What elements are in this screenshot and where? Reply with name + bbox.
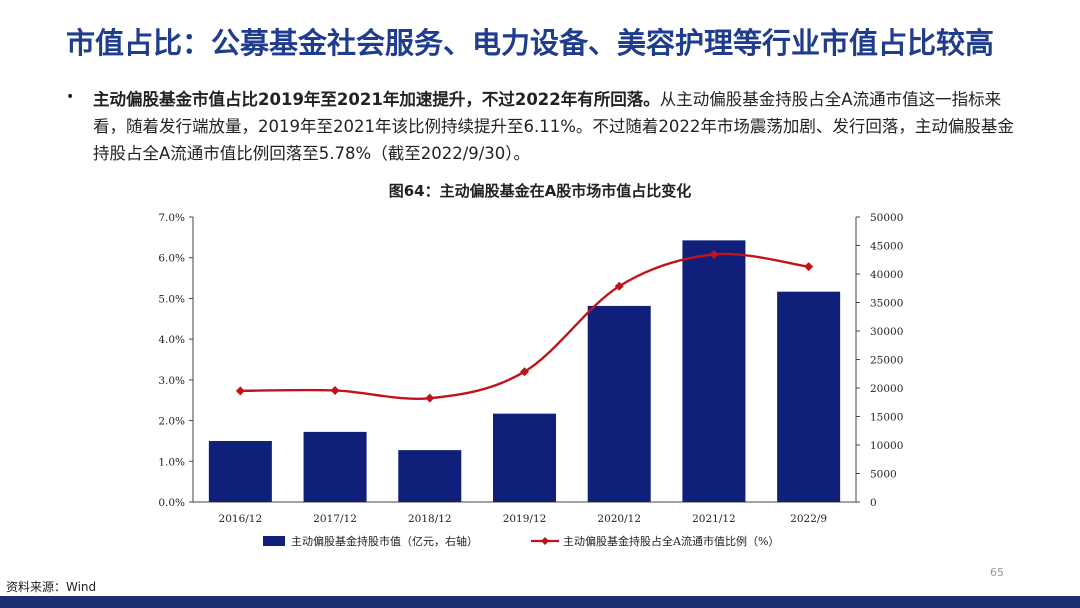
bar <box>682 240 746 502</box>
y-right-tick-label: 30000 <box>870 326 903 338</box>
y-right-tick-label: 5000 <box>870 469 897 481</box>
y-left-tick-label: 6.0% <box>158 253 185 265</box>
y-left-tick-label: 7.0% <box>158 212 185 224</box>
x-tick-label: 2019/12 <box>503 513 547 525</box>
y-right-tick-label: 50000 <box>870 212 903 224</box>
chart-legend: 主动偏股基金持股市值（亿元，右轴） 主动偏股基金持股占全A流通市值比例（%） <box>263 534 779 548</box>
y-left-tick-label: 4.0% <box>158 334 185 346</box>
x-tick-label: 2021/12 <box>692 513 736 525</box>
y-right-tick-label: 40000 <box>870 269 903 281</box>
bullet-lead: 主动偏股基金市值占比2019年至2021年加速提升，不过2022年有所回落。 <box>93 90 660 109</box>
y-right-tick-label: 10000 <box>870 440 903 452</box>
x-tick-label: 2018/12 <box>408 513 452 525</box>
legend-bar-label: 主动偏股基金持股市值（亿元，右轴） <box>291 534 478 548</box>
source-note: 资料来源：Wind <box>6 580 97 594</box>
line-point <box>425 393 435 403</box>
bar <box>208 441 272 502</box>
x-tick-label: 2020/12 <box>597 513 641 525</box>
bullet-paragraph: 主动偏股基金市值占比2019年至2021年加速提升，不过2022年有所回落。从主… <box>93 86 1028 167</box>
x-tick-label: 2022/9 <box>790 513 827 525</box>
bar <box>493 413 556 502</box>
page-number: 65 <box>990 566 1004 579</box>
line-point <box>235 386 245 396</box>
y-left-tick-label: 3.0% <box>158 375 185 387</box>
bullet-body: 从主动偏股基金持股占全A流通市值这一指标来看，随着发行端放量，2019年至202… <box>93 90 1014 163</box>
chart-title: 图64：主动偏股基金在A股市场市值占比变化 <box>388 182 692 200</box>
bar <box>777 291 841 502</box>
bullet-dot-icon: • <box>66 89 75 105</box>
bar <box>398 450 462 502</box>
page-title: 市值占比：公募基金社会服务、电力设备、美容护理等行业市值占比较高 <box>66 26 995 60</box>
line-point <box>804 262 814 272</box>
bar <box>303 431 367 502</box>
y-left-tick-label: 5.0% <box>158 293 185 305</box>
y-right-tick-label: 25000 <box>870 355 903 367</box>
line-point <box>614 281 624 291</box>
x-tick-label: 2016/12 <box>219 513 263 525</box>
legend-line-marker <box>541 537 549 545</box>
bar-series <box>208 240 841 502</box>
chart-axes <box>189 216 860 503</box>
y-right-tick-label: 15000 <box>870 412 903 424</box>
y-right-tick-label: 20000 <box>870 383 903 395</box>
line-point <box>330 385 340 395</box>
footer-bar <box>0 596 1080 608</box>
line-series <box>235 249 814 403</box>
x-tick-label: 2017/12 <box>313 513 357 525</box>
y-left-tick-label: 0.0% <box>158 497 185 509</box>
y-right-tick-label: 45000 <box>870 241 903 253</box>
legend-line-label: 主动偏股基金持股占全A流通市值比例（%） <box>563 534 779 548</box>
legend-bar-swatch <box>263 536 285 546</box>
y-left-tick-label: 2.0% <box>158 416 185 428</box>
y-left-tick-label: 1.0% <box>158 456 185 468</box>
y-right-tick-label: 35000 <box>870 298 903 310</box>
line-point <box>520 367 529 377</box>
y-right-tick-label: 0 <box>870 497 877 509</box>
tick-labels: 0.0% 1.0% 2.0% 3.0% 4.0% 5.0% 6.0% 7.0% 0 5000 100… <box>158 212 903 525</box>
bar <box>587 305 651 502</box>
line-point <box>709 249 719 259</box>
